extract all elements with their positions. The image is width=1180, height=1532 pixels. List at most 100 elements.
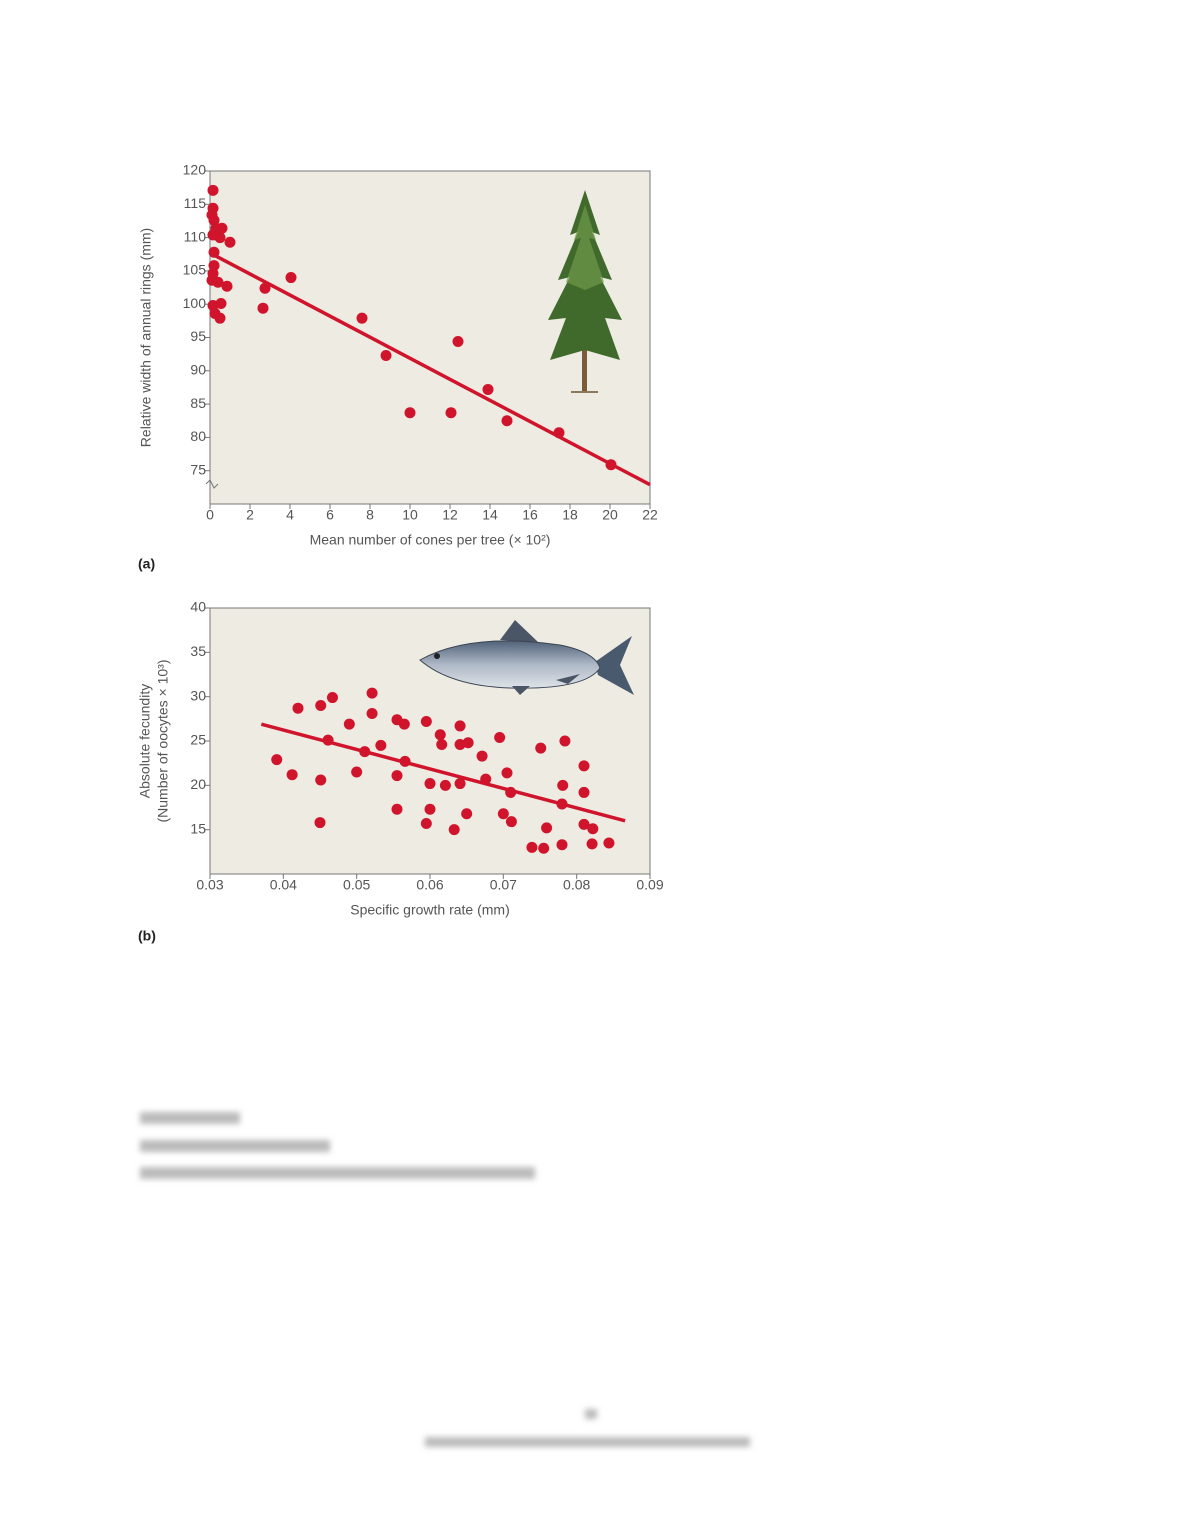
y-tick-label: 20 (190, 776, 206, 792)
point (343, 718, 355, 730)
x-axis-label: Specific growth rate (mm) (350, 902, 509, 918)
point (448, 824, 460, 836)
x-tick-label: 0 (206, 507, 214, 523)
point (535, 742, 547, 754)
x-tick-label: 22 (642, 507, 658, 523)
point (482, 383, 494, 395)
point (359, 746, 371, 758)
x-tick-label: 0.08 (563, 877, 590, 893)
x-tick-label: 0.04 (270, 877, 297, 893)
point (420, 817, 432, 829)
x-tick-label: 2 (246, 507, 254, 523)
x-tick-label: 14 (482, 507, 498, 523)
point (578, 818, 590, 830)
point (556, 839, 568, 851)
x-tick-label: 12 (442, 507, 458, 523)
point (436, 739, 448, 751)
y-tick-label: 110 (184, 228, 207, 244)
trend-line (209, 251, 651, 487)
point (434, 729, 446, 741)
y-tick-label: 95 (190, 328, 206, 344)
point (391, 770, 403, 782)
point (399, 755, 411, 767)
point (404, 407, 416, 419)
point (214, 312, 226, 324)
point (587, 823, 599, 835)
point (501, 415, 513, 427)
y-tick-label: 40 (190, 599, 206, 615)
point (505, 816, 517, 828)
x-tick-label: 20 (602, 507, 618, 523)
point (480, 773, 492, 785)
point (424, 778, 436, 790)
y-tick-label: 35 (190, 643, 206, 659)
y-axis-label: Relative width of annual rings (mm) (138, 228, 154, 447)
x-tick-label: 6 (326, 507, 334, 523)
point (351, 766, 363, 778)
y-tick-label: 115 (184, 195, 207, 211)
point (452, 335, 464, 347)
point (454, 720, 466, 732)
point (216, 222, 228, 234)
x-tick-label: 0.07 (490, 877, 517, 893)
point (476, 750, 488, 762)
point (557, 779, 569, 791)
point (461, 808, 473, 820)
point (424, 803, 436, 815)
y-tick-label: 25 (190, 732, 206, 748)
point (315, 774, 327, 786)
x-tick-label: 10 (402, 507, 418, 523)
point (375, 739, 387, 751)
point (366, 708, 378, 720)
point (257, 302, 269, 314)
point (454, 778, 466, 790)
point (553, 427, 565, 439)
point (398, 718, 410, 730)
x-axis-label: Mean number of cones per tree (× 10²) (310, 532, 551, 548)
point (271, 754, 283, 766)
y-tick-label: 90 (190, 362, 206, 378)
point (285, 272, 297, 284)
point (526, 841, 538, 853)
point (215, 298, 227, 310)
point (578, 786, 590, 798)
point (445, 407, 457, 419)
point (605, 459, 617, 471)
point (224, 236, 236, 248)
point (497, 808, 509, 820)
point (292, 702, 304, 714)
y-axis-label: Absolute fecundity (137, 684, 153, 798)
panel-label: (b) (138, 928, 156, 944)
point (356, 312, 368, 324)
point (541, 822, 553, 834)
x-tick-label: 18 (562, 507, 578, 523)
point (208, 260, 220, 272)
point (501, 767, 513, 779)
x-tick-label: 0.06 (416, 877, 443, 893)
point (586, 838, 598, 850)
point (420, 715, 432, 727)
y-tick-label: 80 (190, 428, 206, 444)
point (559, 735, 571, 747)
point (556, 798, 568, 810)
point (578, 760, 590, 772)
axis-break (205, 479, 219, 489)
point (494, 731, 506, 743)
y-axis-label: (Number of oocytes × 10³) (155, 659, 171, 822)
point (380, 349, 392, 361)
tree-illustration (548, 190, 622, 393)
point (208, 246, 220, 258)
y-tick-label: 75 (190, 461, 206, 477)
x-tick-label: 16 (522, 507, 538, 523)
fish-illustration (419, 620, 634, 695)
point (322, 734, 334, 746)
point (326, 692, 338, 704)
point (286, 769, 298, 781)
point (366, 687, 378, 699)
x-tick-label: 0.03 (196, 877, 223, 893)
y-tick-label: 100 (183, 295, 207, 311)
point (259, 282, 271, 294)
point (439, 779, 451, 791)
x-tick-label: 0.09 (636, 877, 663, 893)
point (462, 737, 474, 749)
